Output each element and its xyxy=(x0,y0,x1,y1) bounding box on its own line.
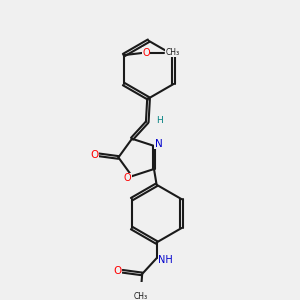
Text: O: O xyxy=(142,47,150,58)
Text: O: O xyxy=(114,266,122,276)
Text: CH₃: CH₃ xyxy=(166,48,180,57)
Text: H: H xyxy=(156,116,163,125)
Text: NH: NH xyxy=(158,254,173,265)
Text: O: O xyxy=(124,173,131,183)
Text: N: N xyxy=(155,139,163,149)
Text: O: O xyxy=(90,150,98,160)
Text: CH₃: CH₃ xyxy=(134,292,148,300)
